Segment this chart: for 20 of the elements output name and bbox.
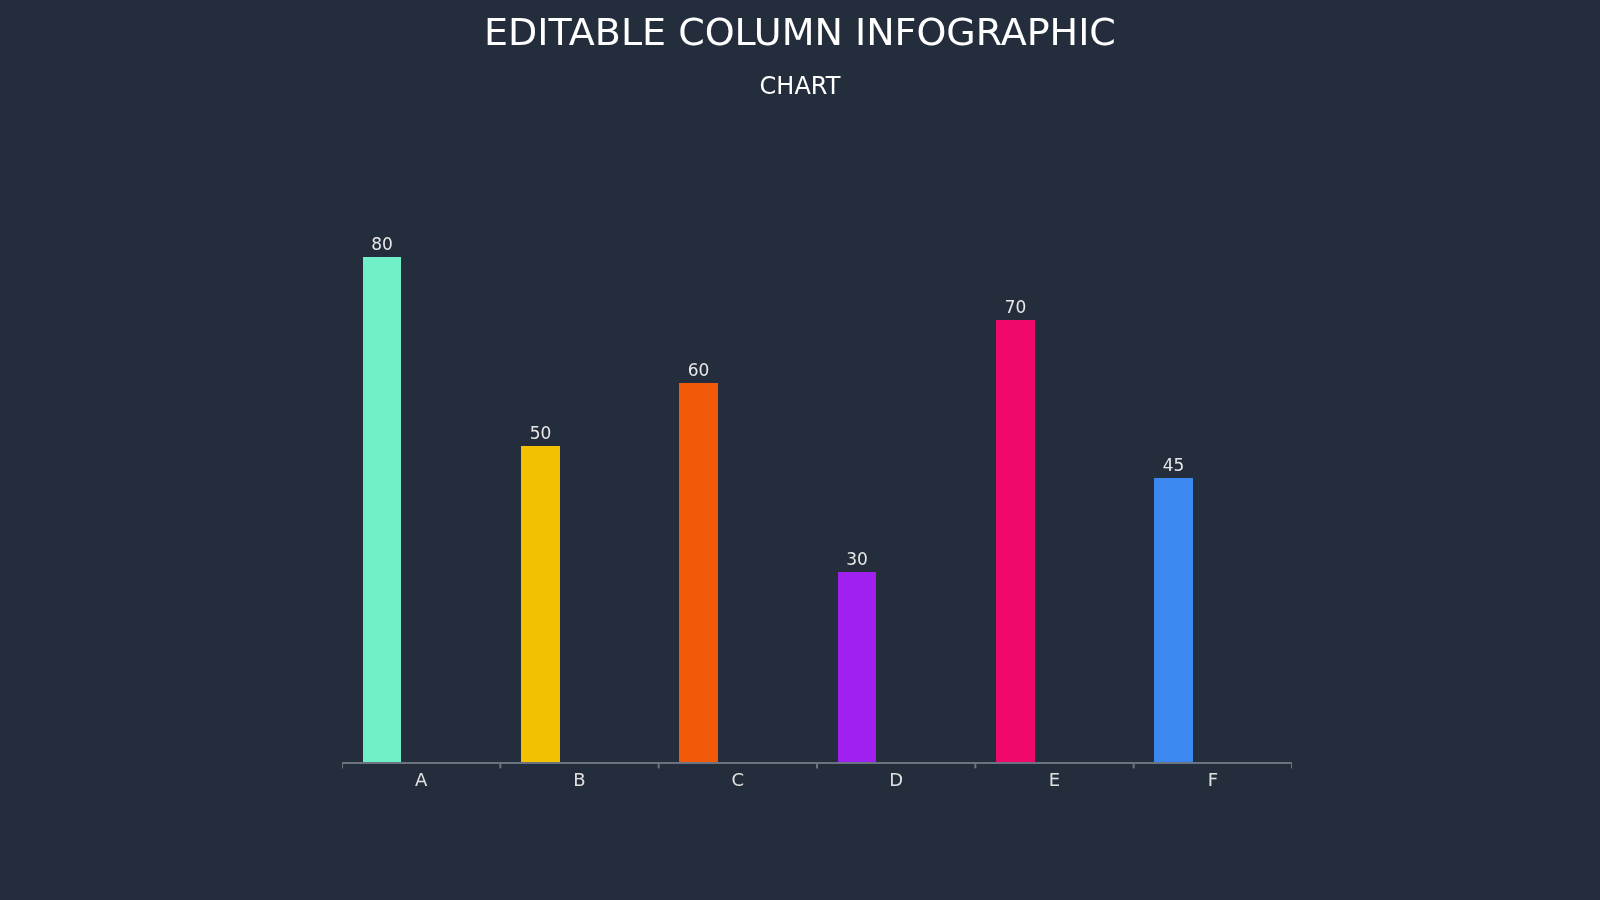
x-tick-label: A bbox=[415, 768, 429, 790]
bar bbox=[996, 320, 1035, 762]
data-label: 70 bbox=[1004, 297, 1027, 317]
chart-subtitle: CHART bbox=[759, 72, 841, 101]
bar bbox=[838, 572, 876, 762]
data-label: 30 bbox=[846, 549, 868, 569]
x-tick-label: F bbox=[1207, 768, 1219, 790]
data-label: 50 bbox=[529, 423, 552, 443]
bar bbox=[521, 446, 560, 762]
chart-title: EDITABLE COLUMN INFOGRAPHIC bbox=[484, 10, 1116, 54]
bar bbox=[363, 257, 401, 762]
data-label: 60 bbox=[687, 360, 710, 380]
bar bbox=[1154, 478, 1193, 762]
x-tick-label: B bbox=[573, 768, 586, 790]
x-tick-label: E bbox=[1048, 768, 1061, 790]
bar bbox=[679, 383, 718, 762]
data-label: 45 bbox=[1162, 455, 1185, 475]
x-tick-label: D bbox=[889, 768, 904, 790]
data-label: 80 bbox=[371, 234, 393, 254]
x-tick-label: C bbox=[731, 768, 745, 790]
